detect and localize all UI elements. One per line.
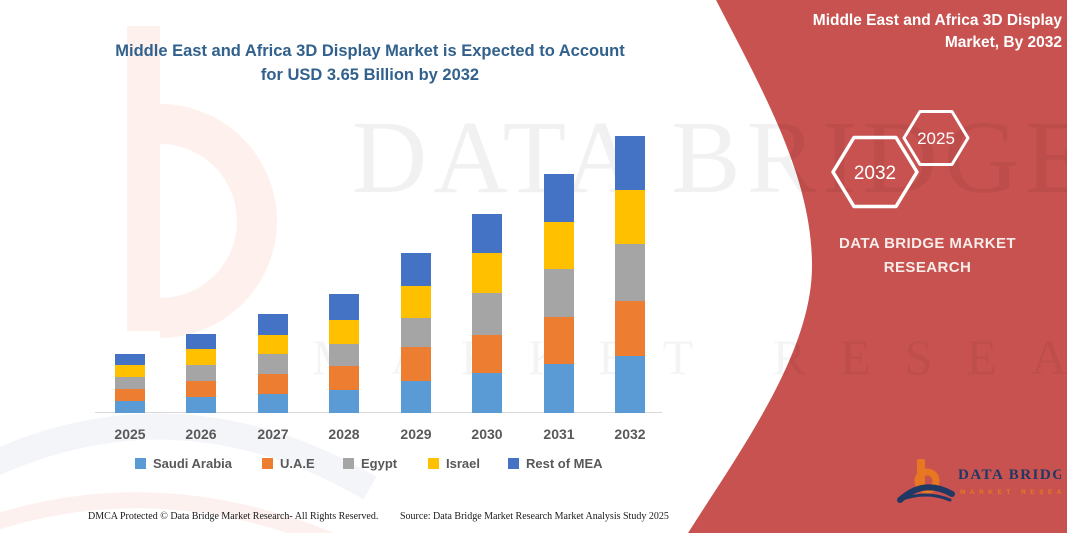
bar-segment-u-a-e-2032 [615, 301, 645, 356]
bar-segment-rest-of-mea-2030 [472, 213, 502, 254]
bar-segment-u-a-e-2027 [258, 374, 288, 394]
legend-label: Egypt [361, 456, 398, 471]
x-axis-label-2026: 2026 [185, 426, 217, 442]
dmca-notice: DMCA Protected © Data Bridge Market Rese… [88, 511, 379, 522]
bar-segment-israel-2025 [115, 365, 145, 377]
legend-label: Rest of MEA [526, 456, 603, 471]
bar-segment-saudi-arabia-2027 [258, 394, 288, 413]
bar-2029 [401, 253, 431, 413]
panel-brand-name: DATA BRIDGE MARKET RESEARCH [810, 232, 1045, 280]
chart-title-line1: Middle East and Africa 3D Display Market… [115, 42, 625, 60]
bar-segment-egypt-2028 [329, 343, 359, 366]
legend-item-israel: Israel [428, 456, 480, 471]
bar-segment-egypt-2031 [544, 269, 574, 318]
bar-segment-u-a-e-2031 [544, 317, 574, 365]
bar-segment-egypt-2032 [615, 244, 645, 302]
bar-2027 [258, 314, 288, 413]
bar-segment-saudi-arabia-2028 [329, 390, 359, 413]
bar-segment-rest-of-mea-2028 [329, 293, 359, 320]
legend-label: Saudi Arabia [153, 456, 232, 471]
watermark-line2: MARKET RESEARCH [312, 328, 1067, 386]
chart-title: Middle East and Africa 3D Display Market… [75, 39, 665, 87]
legend-swatch-icon [428, 458, 439, 469]
bar-segment-egypt-2029 [401, 318, 431, 347]
legend-swatch-icon [262, 458, 273, 469]
bar-segment-u-a-e-2028 [329, 365, 359, 391]
bar-segment-israel-2029 [401, 286, 431, 319]
hexagon-2032-label: 2032 [854, 163, 896, 184]
bar-segment-saudi-arabia-2026 [186, 397, 216, 413]
logo-b-icon [897, 459, 955, 503]
legend-swatch-icon [343, 458, 354, 469]
legend-swatch-icon [508, 458, 519, 469]
bar-2030 [472, 213, 502, 413]
bar-segment-rest-of-mea-2026 [186, 333, 216, 349]
bar-2031 [544, 173, 574, 413]
bar-2032 [615, 135, 645, 413]
bar-segment-u-a-e-2030 [472, 334, 502, 373]
x-axis-label-2029: 2029 [400, 426, 432, 442]
x-axis-label-2031: 2031 [543, 426, 575, 442]
hexagon-2025-label: 2025 [917, 129, 955, 148]
bar-2028 [329, 293, 359, 413]
bar-segment-israel-2028 [329, 319, 359, 344]
legend-label: U.A.E [280, 456, 315, 471]
year-hexagons: 2032 2025 [831, 110, 970, 209]
panel-brand-line2: RESEARCH [883, 259, 972, 276]
bar-segment-israel-2030 [472, 253, 502, 293]
side-panel-title: Middle East and Africa 3D Display Market… [812, 12, 1062, 51]
bar-segment-saudi-arabia-2025 [115, 400, 145, 413]
legend-label: Israel [446, 456, 480, 471]
bar-segment-u-a-e-2025 [115, 389, 145, 401]
x-axis-label-2027: 2027 [257, 426, 289, 442]
logo-subtext: MARKET RESEARCH [960, 489, 1061, 496]
hexagon-2025-icon [902, 110, 970, 166]
bar-segment-rest-of-mea-2031 [544, 173, 574, 222]
bar-segment-rest-of-mea-2032 [615, 135, 645, 190]
watermark-line1: DATA BRIDGE [352, 100, 1067, 215]
bar-segment-israel-2031 [544, 221, 574, 270]
data-bridge-logo: DATA BRIDGE MARKET RESEARCH [897, 459, 1061, 503]
bar-2025 [115, 353, 145, 413]
hexagon-2032-icon [831, 135, 919, 209]
legend-item-rest-of-mea: Rest of MEA [508, 456, 603, 471]
legend-item-u-a-e: U.A.E [262, 456, 315, 471]
bar-segment-saudi-arabia-2032 [615, 356, 645, 413]
bar-segment-israel-2027 [258, 334, 288, 355]
source-note: Source: Data Bridge Market Research Mark… [400, 511, 669, 522]
bar-segment-saudi-arabia-2031 [544, 364, 574, 413]
bar-segment-saudi-arabia-2030 [472, 372, 502, 413]
bar-segment-saudi-arabia-2029 [401, 381, 431, 413]
x-axis-line [95, 412, 662, 413]
x-axis-label-2032: 2032 [614, 426, 646, 442]
x-axis-label-2025: 2025 [114, 426, 146, 442]
bar-segment-israel-2026 [186, 349, 216, 365]
x-axis-label-2030: 2030 [471, 426, 503, 442]
legend-item-egypt: Egypt [343, 456, 397, 471]
bar-2026 [186, 333, 216, 413]
chart-title-line2: for USD 3.65 Billion by 2032 [260, 66, 480, 84]
bar-segment-egypt-2027 [258, 354, 288, 375]
bar-segment-rest-of-mea-2029 [401, 253, 431, 287]
bar-segment-rest-of-mea-2027 [258, 314, 288, 335]
legend-swatch-icon [135, 458, 146, 469]
panel-brand-line1: DATA BRIDGE MARKET [839, 235, 1016, 252]
bar-segment-u-a-e-2029 [401, 346, 431, 382]
bar-segment-rest-of-mea-2025 [115, 353, 145, 366]
bar-segment-egypt-2030 [472, 292, 502, 335]
bar-segment-israel-2032 [615, 189, 645, 245]
legend-item-saudi-arabia: Saudi Arabia [135, 456, 232, 471]
x-axis-label-2028: 2028 [328, 426, 360, 442]
bar-segment-u-a-e-2026 [186, 381, 216, 397]
logo-wordmark: DATA BRIDGE [958, 467, 1061, 483]
bar-segment-egypt-2026 [186, 365, 216, 381]
bar-segment-egypt-2025 [115, 376, 145, 390]
